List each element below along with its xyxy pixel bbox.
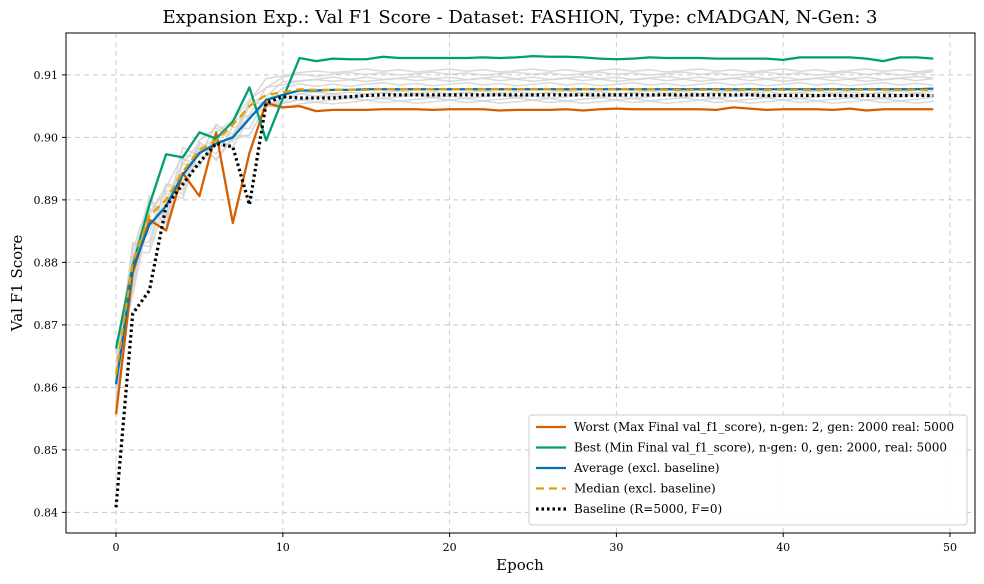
series-line-2 xyxy=(114,54,934,349)
y-tick-label: 0.91 xyxy=(34,69,59,82)
x-axis-label: Epoch xyxy=(496,556,544,574)
y-tick-label: 0.85 xyxy=(34,444,59,457)
x-tick-label: 30 xyxy=(609,541,623,554)
background-run-line xyxy=(115,75,934,372)
legend-label: Average (excl. baseline) xyxy=(573,461,720,475)
series-line-4 xyxy=(114,88,934,376)
x-tick-label: 50 xyxy=(943,541,957,554)
legend-box xyxy=(528,414,968,526)
y-tick-label: 0.84 xyxy=(34,506,59,519)
y-axis-ticks: 0.84 0.85 0.86 0.87 0.88 0.89 0.90 0.91 xyxy=(34,69,66,519)
plot-frame xyxy=(65,32,976,534)
y-tick-label: 0.88 xyxy=(34,256,59,269)
y-tick-label: 0.87 xyxy=(34,319,59,332)
y-tick-label: 0.89 xyxy=(34,194,59,207)
y-tick-label: 0.86 xyxy=(34,381,59,394)
y-axis-label: Val F1 Score xyxy=(8,235,26,333)
series-lines xyxy=(114,54,934,508)
x-tick-label: 10 xyxy=(276,541,290,554)
y-tick-label: 0.90 xyxy=(34,131,59,144)
background-run-line xyxy=(115,77,934,361)
legend-label: Worst (Max Final val_f1_score), n-gen: 2… xyxy=(574,420,954,434)
x-tick-label: 20 xyxy=(443,541,457,554)
chart-title: Expansion Exp.: Val F1 Score - Dataset: … xyxy=(163,7,878,28)
legend-label: Baseline (R=5000, F=0) xyxy=(574,502,722,516)
series-line-5 xyxy=(114,93,934,508)
legend-label: Best (Min Final val_f1_score), n-gen: 0,… xyxy=(574,441,947,455)
x-tick-label: 0 xyxy=(113,541,120,554)
series-line-1 xyxy=(114,101,934,415)
legend-label: Median (excl. baseline) xyxy=(574,482,716,496)
background-run-line xyxy=(115,96,934,361)
x-tick-label: 40 xyxy=(776,541,790,554)
x-axis-ticks: 0 10 20 30 40 50 xyxy=(113,533,957,554)
legend: Worst (Max Final val_f1_score), n-gen: 2… xyxy=(528,414,968,526)
